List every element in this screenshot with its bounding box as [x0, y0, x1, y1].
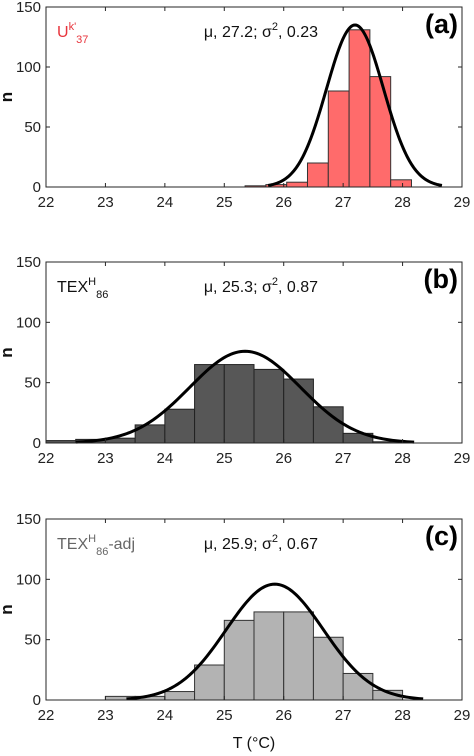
y-axis-label: n [0, 604, 16, 614]
normal-fit-curve [267, 23, 443, 187]
normal-fit-curve [126, 582, 424, 701]
y-tick-label: 0 [33, 692, 41, 709]
proxy-main: TEX [57, 279, 88, 296]
proxy-subscript: 37 [76, 34, 88, 46]
x-tick-label: 26 [275, 194, 292, 211]
histogram-bar [283, 378, 314, 444]
proxy-subscript: 86 [96, 289, 108, 301]
variance-symbol: σ [262, 24, 272, 41]
x-tick-label: 25 [216, 194, 233, 211]
proxy-label: TEXH86 [57, 276, 108, 301]
panel-label: (a) [425, 9, 458, 39]
y-tick-label: 150 [16, 254, 41, 271]
panel-label: (c) [425, 521, 458, 551]
x-tick-label: 23 [97, 450, 114, 467]
histogram-bar [223, 364, 255, 444]
histogram-bar [164, 408, 196, 444]
x-tick-label: 25 [216, 707, 233, 724]
x-tick-label: 24 [157, 450, 174, 467]
proxy-label: Uk'37 [57, 21, 88, 46]
x-tick-label: 29 [454, 707, 471, 724]
variance-value: , 0.67 [278, 536, 318, 553]
proxy-superscript: H [88, 533, 96, 545]
mean-value: μ, 27.2; [204, 24, 262, 41]
x-tick-label: 26 [275, 450, 292, 467]
x-tick-label: 27 [335, 707, 352, 724]
histogram-bar [312, 636, 344, 701]
x-tick-label: 29 [454, 194, 471, 211]
y-axis-label: n [0, 347, 16, 357]
x-tick-label: 28 [394, 450, 411, 467]
mean-value: μ, 25.3; [204, 279, 262, 296]
histogram-bar [223, 619, 255, 701]
histogram-bar [348, 29, 371, 188]
y-tick-label: 100 [16, 571, 41, 588]
panel-label: (b) [424, 264, 458, 294]
proxy-suffix: -adj [108, 536, 135, 553]
y-tick-label: 100 [16, 59, 41, 76]
x-axis-label: T (°C) [233, 735, 276, 752]
proxy-label: TEXH86-adj [57, 533, 135, 558]
x-tick-label: 22 [38, 450, 55, 467]
variance-value: , 0.87 [278, 279, 318, 296]
x-tick-label: 26 [275, 707, 292, 724]
histogram-bar [283, 611, 314, 701]
y-tick-label: 50 [24, 632, 41, 649]
histogram-bar [306, 162, 329, 188]
x-tick-label: 28 [394, 194, 411, 211]
stats-label: μ, 25.9; σ2, 0.67 [204, 533, 318, 553]
proxy-main: TEX [57, 536, 88, 553]
variance-superscript: 2 [272, 276, 278, 288]
histogram-bar [286, 181, 308, 188]
variance-symbol: σ [262, 279, 272, 296]
x-tick-label: 23 [97, 707, 114, 724]
y-tick-label: 100 [16, 314, 41, 331]
proxy-superscript: H [88, 276, 96, 288]
proxy-subscript: 86 [96, 546, 108, 558]
histogram-bar [390, 179, 412, 188]
axes-frame [45, 6, 463, 188]
histogram-bar [342, 672, 374, 701]
stats-label: μ, 25.3; σ2, 0.87 [204, 276, 318, 296]
axes-frame [45, 518, 463, 701]
x-tick-label: 23 [97, 194, 114, 211]
histogram-bar [253, 611, 285, 701]
x-tick-label: 24 [157, 194, 174, 211]
histogram-panel-a: 22 23 24 25 26 27 28 29 0 50 100 150 n Uk'37 μ, 27.2; … [0, 0, 470, 211]
histogram-bar [164, 691, 196, 701]
proxy-superscript: k' [69, 21, 77, 33]
y-axis-label: n [0, 92, 16, 102]
x-tick-label: 28 [394, 707, 411, 724]
variance-symbol: σ [262, 536, 272, 553]
histogram-bar [253, 368, 285, 444]
x-tick-label: 27 [335, 194, 352, 211]
y-tick-label: 50 [24, 375, 41, 392]
histogram-bar [327, 90, 350, 188]
y-tick-label: 150 [16, 0, 41, 16]
histogram-panel-c: 22 23 24 25 26 27 28 29 0 50 100 150 n TEXH86-adj μ, 2… [0, 511, 470, 752]
plot-area [46, 7, 462, 187]
x-tick-label: 27 [335, 450, 352, 467]
x-tick-label: 22 [38, 707, 55, 724]
variance-superscript: 2 [272, 533, 278, 545]
x-tick-label: 29 [454, 450, 471, 467]
axes-frame [45, 261, 463, 444]
mean-value: μ, 25.9; [204, 536, 262, 553]
stats-label: μ, 27.2; σ2, 0.23 [204, 21, 318, 41]
x-tick-label: 25 [216, 450, 233, 467]
y-tick-label: 0 [33, 435, 41, 452]
normal-fit-curve [75, 349, 415, 444]
proxy-main: U [57, 24, 69, 41]
histogram-bar [369, 76, 392, 188]
variance-superscript: 2 [272, 21, 278, 33]
variance-value: , 0.23 [278, 24, 318, 41]
x-tick-label: 22 [38, 194, 55, 211]
y-tick-label: 0 [33, 179, 41, 196]
histogram-panel-b: 22 23 24 25 26 27 28 29 0 50 100 150 n TEXH86 μ, 25.3;… [0, 254, 470, 467]
x-tick-label: 24 [157, 707, 174, 724]
y-tick-label: 50 [24, 119, 41, 136]
y-tick-label: 150 [16, 511, 41, 528]
histogram-bar [194, 664, 225, 701]
